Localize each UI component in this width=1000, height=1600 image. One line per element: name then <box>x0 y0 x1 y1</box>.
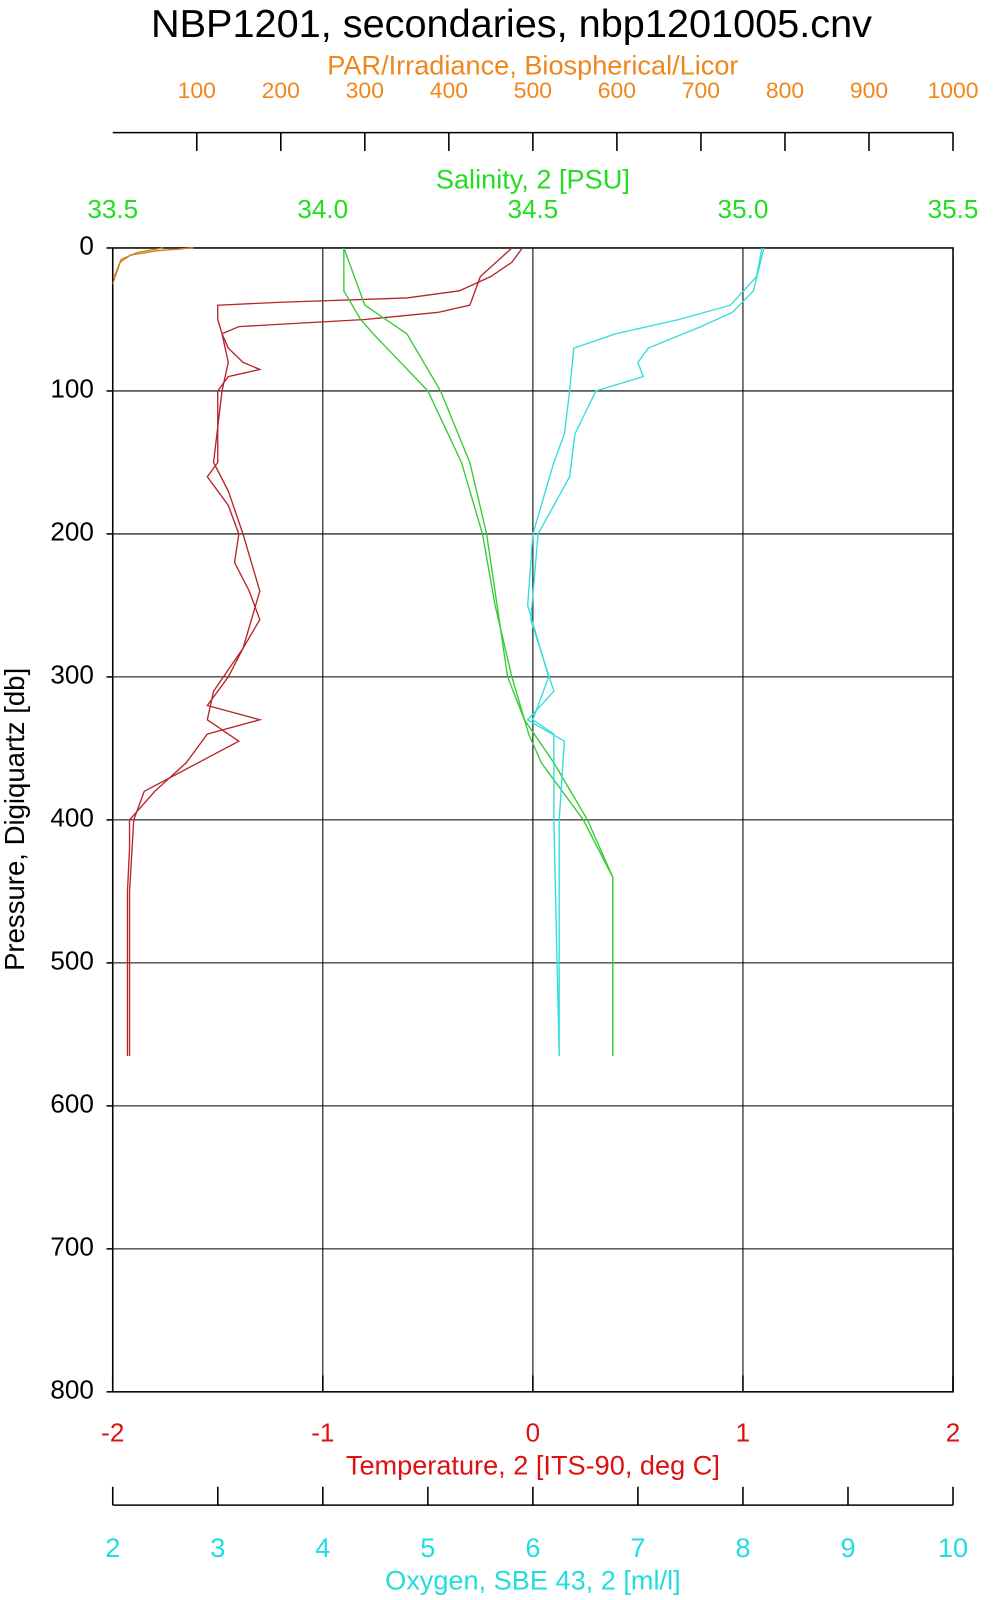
profile-line <box>128 247 513 1056</box>
y-tick-label: 400 <box>50 805 94 833</box>
profile-line <box>343 247 614 1056</box>
profile-line <box>343 247 614 1056</box>
x-tick-label: 35.0 <box>718 196 769 224</box>
y-tick-label: 500 <box>50 948 94 976</box>
x-tick-label: 0 <box>526 1420 541 1448</box>
x-tick-label: 600 <box>598 77 636 103</box>
profile-line <box>113 247 164 277</box>
x-tick-label: 34.5 <box>507 196 558 224</box>
x-tick-label: 100 <box>178 77 216 103</box>
x-tick-label: 8 <box>735 1533 750 1563</box>
x-tick-label: -1 <box>311 1420 334 1448</box>
x-axis-title: Oxygen, SBE 43, 2 [ml/l] <box>385 1566 681 1596</box>
profile-line <box>112 247 194 284</box>
x-tick-label: 10 <box>938 1533 968 1563</box>
x-tick-label: 700 <box>682 77 720 103</box>
x-tick-label: 300 <box>346 77 384 103</box>
x-tick-label: 9 <box>840 1533 855 1563</box>
x-tick-label: 6 <box>525 1533 540 1563</box>
y-tick-label: 700 <box>50 1234 94 1262</box>
y-tick-label: 800 <box>50 1377 94 1405</box>
y-tick-label: 200 <box>50 519 94 547</box>
profile-line <box>526 247 765 1056</box>
x-tick-label: 5 <box>420 1533 435 1563</box>
x-tick-label: 33.5 <box>87 196 138 224</box>
profile-line <box>526 247 763 1056</box>
x-tick-label: 1000 <box>928 77 979 103</box>
x-axis-title: Temperature, 2 [ITS-90, deg C] <box>346 1451 720 1481</box>
y-axis-title: Pressure, Digiquartz [db] <box>0 668 30 971</box>
y-tick-label: 0 <box>79 233 94 261</box>
x-tick-label: 35.5 <box>928 196 979 224</box>
y-tick-label: 100 <box>50 376 94 404</box>
x-tick-label: -2 <box>101 1420 124 1448</box>
x-tick-label: 7 <box>630 1533 645 1563</box>
x-tick-label: 900 <box>850 77 888 103</box>
x-tick-label: 200 <box>262 77 300 103</box>
x-tick-label: 34.0 <box>297 196 348 224</box>
y-tick-label: 300 <box>50 662 94 690</box>
x-tick-label: 800 <box>766 77 804 103</box>
x-tick-label: 500 <box>514 77 552 103</box>
x-tick-label: 4 <box>315 1533 330 1563</box>
x-tick-label: 1 <box>736 1420 751 1448</box>
chart-title: NBP1201, secondaries, nbp1201005.cnv <box>151 2 872 45</box>
y-tick-label: 600 <box>50 1091 94 1119</box>
x-tick-label: 3 <box>210 1533 225 1563</box>
x-tick-label: 400 <box>430 77 468 103</box>
x-axis-title: Salinity, 2 [PSU] <box>436 165 630 195</box>
x-axis-title: PAR/Irradiance, Biospherical/Licor <box>327 51 738 81</box>
x-tick-label: 2 <box>105 1533 120 1563</box>
x-tick-label: 2 <box>946 1420 961 1448</box>
